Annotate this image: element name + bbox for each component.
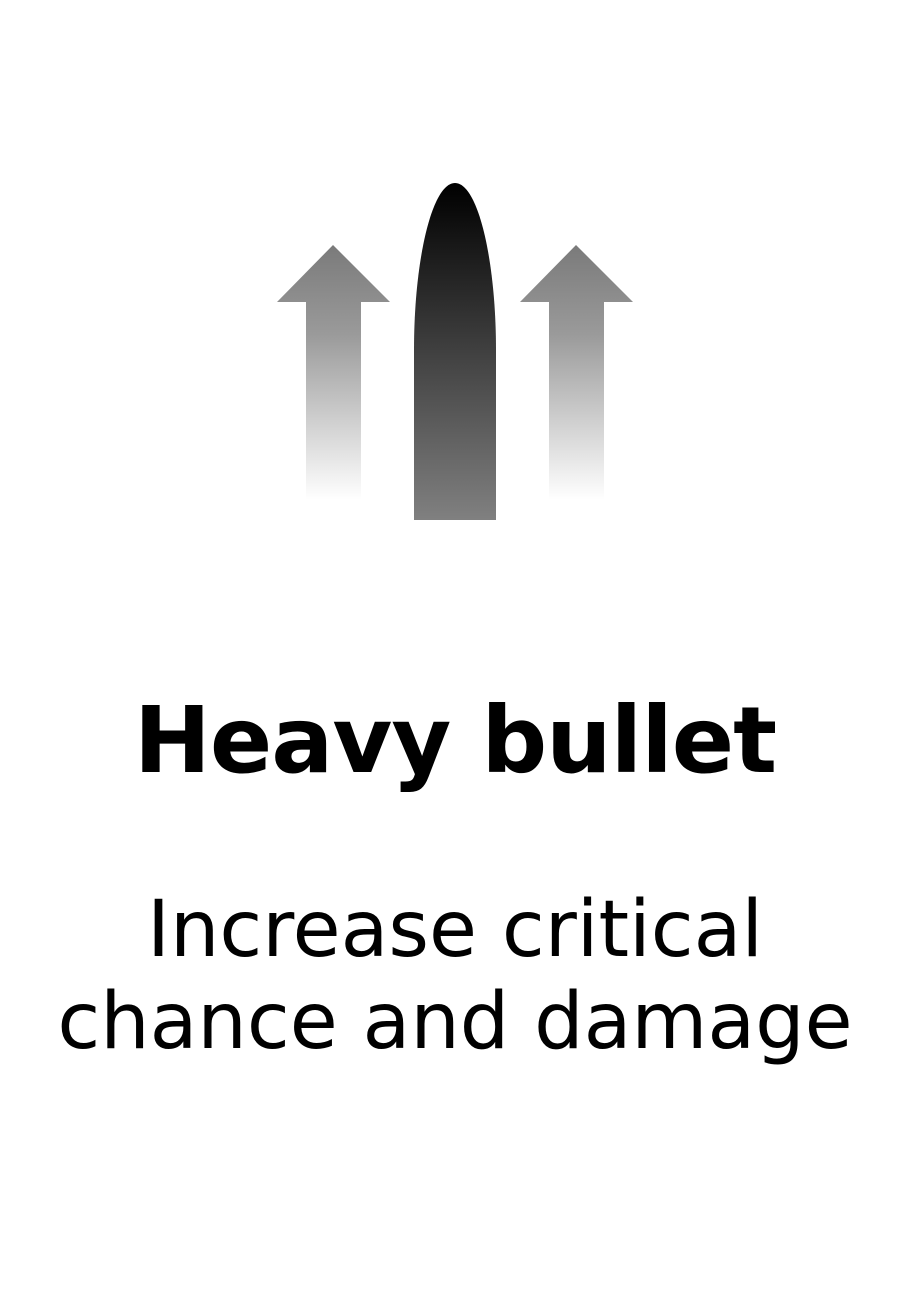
bullet-icon <box>414 183 496 520</box>
heavy-bullet-upgrade-icon <box>277 183 633 520</box>
right-up-arrow-icon <box>520 245 633 500</box>
upgrade-title: Heavy bullet <box>133 687 777 794</box>
left-up-arrow-icon <box>277 245 390 500</box>
description-line-2: chance and damage <box>57 977 853 1067</box>
description-line-1: Increase critical <box>146 885 764 975</box>
upgrade-description: Increase critical chance and damage <box>0 884 910 1068</box>
upgrade-icon-area <box>0 0 910 560</box>
